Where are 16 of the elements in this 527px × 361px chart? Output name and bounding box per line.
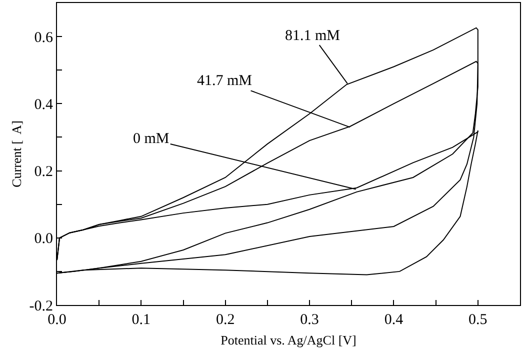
y-tick-label: 0.4	[34, 96, 54, 113]
y-axis-title: Current [ A]	[9, 120, 24, 188]
y-tick-label: 0.6	[34, 30, 54, 46]
x-axis-title: Potential vs. Ag/AgCl [V]	[220, 332, 356, 348]
x-tick-label: 0.4	[384, 312, 404, 328]
x-tick-label: 0.5	[468, 312, 488, 328]
y-tick-label: -0.2	[29, 298, 53, 314]
x-tick-label: 0.2	[216, 312, 235, 328]
y-tick-label: 0.0	[34, 231, 53, 248]
x-tick-label: 0.1	[132, 312, 151, 328]
x-tick-label: 0.3	[300, 312, 319, 328]
annotation: 41.7 mM	[197, 73, 252, 89]
y-tick-label: 0.2	[34, 164, 53, 180]
annotation: 0 mM	[133, 131, 170, 147]
x-tick-label: 0.0	[48, 312, 66, 328]
annotation: 81.1 mM	[285, 28, 340, 44]
